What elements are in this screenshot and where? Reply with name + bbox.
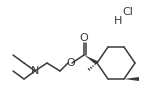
Text: Cl: Cl bbox=[122, 7, 133, 17]
Text: O: O bbox=[67, 58, 75, 68]
Text: N: N bbox=[31, 66, 39, 76]
Polygon shape bbox=[84, 55, 98, 65]
Text: H: H bbox=[114, 16, 122, 26]
Polygon shape bbox=[124, 77, 139, 81]
Text: O: O bbox=[80, 33, 88, 43]
